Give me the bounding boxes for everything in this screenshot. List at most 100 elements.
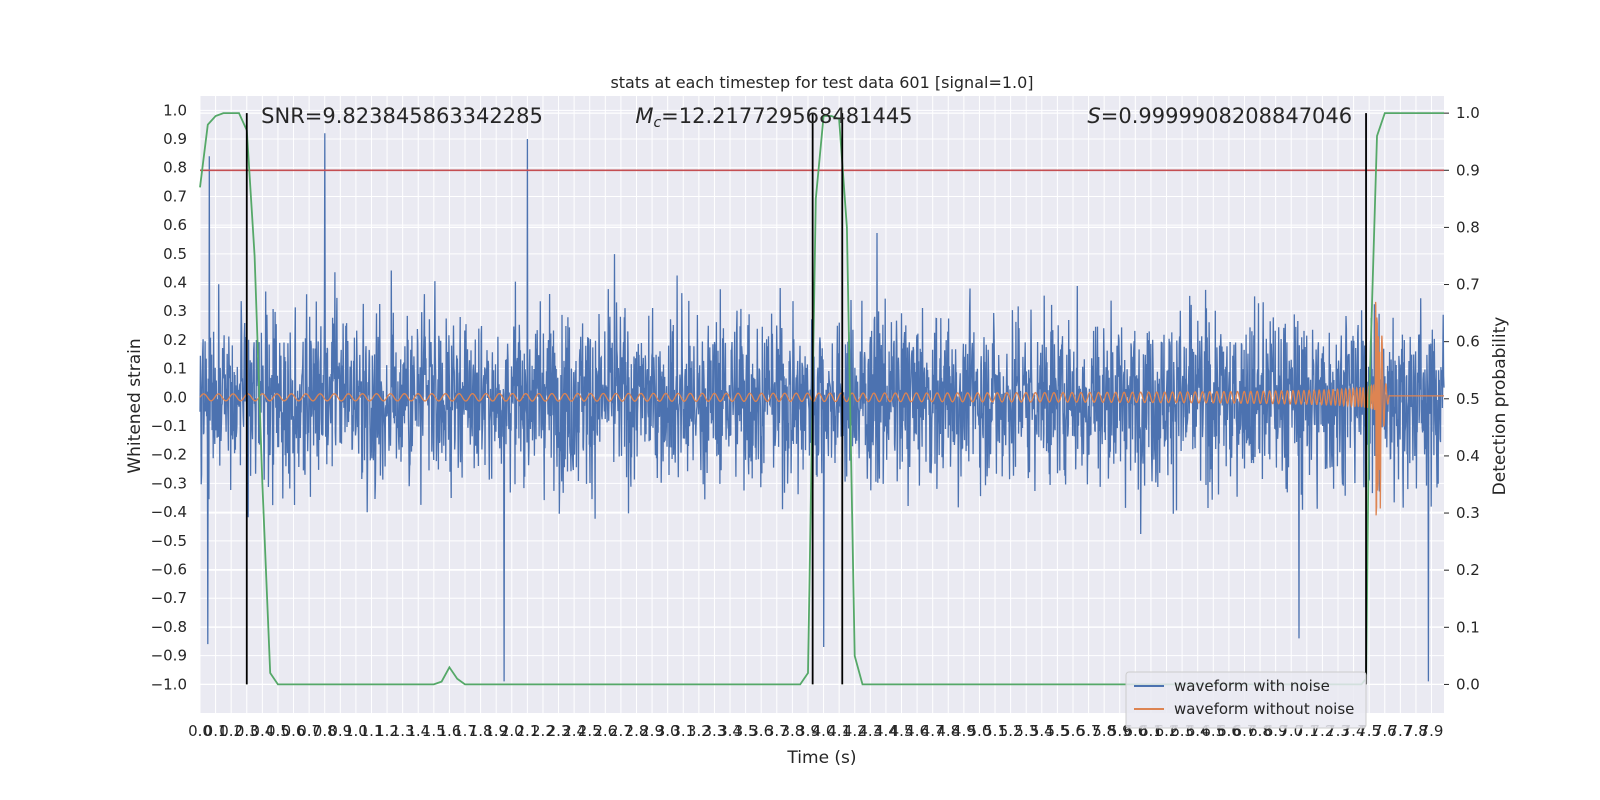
annotation-layer: SNR=9.823845863342285 Mc=12.2177295684814…	[261, 104, 1352, 131]
x-tick-label: 4.6	[905, 722, 929, 740]
x-tick-label: 2.5	[578, 722, 602, 740]
y-tick-label: −0.8	[151, 618, 187, 636]
x-tick-label: 0.9	[328, 722, 352, 740]
x-tick-label: 5.8	[1092, 722, 1116, 740]
x-tick-label: 5.0	[968, 722, 992, 740]
x-tick-label: 3.3	[703, 722, 727, 740]
y-tick-label: 0.1	[163, 360, 187, 378]
x-tick-label: 0.6	[282, 722, 306, 740]
y-tick-label: −0.7	[151, 589, 187, 607]
y2-tick-label: 0.0	[1456, 675, 1480, 693]
x-tick-label: 0.7	[297, 722, 321, 740]
y-tick-label: 0.7	[163, 187, 187, 205]
x-tick-label: 7.9	[1420, 722, 1444, 740]
x-tick-label: 4.3	[858, 722, 882, 740]
x-tick-label: 3.2	[687, 722, 711, 740]
x-tick-label: 1.0	[344, 722, 368, 740]
x-tick-label: 1.2	[375, 722, 399, 740]
x-tick-label: 4.2	[843, 722, 867, 740]
x-tick-label: 3.4	[718, 722, 742, 740]
x-tick-label: 4.8	[936, 722, 960, 740]
y2-tick-label: 0.2	[1456, 561, 1480, 579]
x-tick-label: 1.6	[437, 722, 461, 740]
y-tick-label: 0.3	[163, 302, 187, 320]
x-tick-label: 5.4	[1030, 722, 1054, 740]
x-tick-label: 1.3	[391, 722, 415, 740]
y2-tick-label: 0.6	[1456, 333, 1480, 351]
series-line-waveform-without-noise	[199, 301, 1444, 516]
series-line-waveform-with-noise	[199, 133, 1445, 682]
x-tick-label: 3.7	[765, 722, 789, 740]
y-tick-label: −0.1	[151, 417, 187, 435]
annotation-1: Mc=12.217729568481445	[635, 104, 912, 131]
x-tick-label: 2.8	[625, 722, 649, 740]
tick-layer: 0.00.10.20.30.40.50.60.70.80.91.01.11.21…	[151, 101, 1480, 740]
y-tick-label: −0.2	[151, 446, 187, 464]
y-axis-label: Whitened strain	[125, 338, 145, 473]
x-tick-label: 0.4	[250, 722, 274, 740]
x-tick-label: 3.5	[734, 722, 758, 740]
y-tick-label: 0.4	[163, 274, 187, 292]
x-tick-label: 2.0	[500, 722, 524, 740]
data-layer	[199, 133, 1445, 682]
x-tick-label: 1.4	[406, 722, 430, 740]
y-tick-label: 1.0	[163, 101, 187, 119]
x-tick-label: 7.8	[1404, 722, 1428, 740]
chart-title: stats at each timestep for test data 601…	[610, 73, 1033, 92]
x-tick-label: 3.1	[671, 722, 695, 740]
y-tick-label: −0.4	[151, 503, 187, 521]
y-tick-label: 0.9	[163, 130, 187, 148]
x-tick-label: 1.7	[453, 722, 477, 740]
x-tick-label: 4.7	[921, 722, 945, 740]
y2-tick-label: 0.3	[1456, 504, 1480, 522]
x-tick-label: 3.8	[780, 722, 804, 740]
y-tick-label: −0.3	[151, 474, 187, 492]
legend: waveform with noise waveform without noi…	[1125, 671, 1367, 729]
y-tick-label: −1.0	[151, 675, 187, 693]
y-tick-label: 0.5	[163, 245, 187, 263]
x-tick-label: 1.8	[469, 722, 493, 740]
x-tick-label: 2.7	[609, 722, 633, 740]
y-tick-label: 0.6	[163, 216, 187, 234]
x-tick-label: 3.6	[749, 722, 773, 740]
y2-tick-label: 0.5	[1456, 390, 1480, 408]
x-tick-label: 0.5	[266, 722, 290, 740]
x-tick-label: 4.1	[827, 722, 851, 740]
x-tick-label: 2.6	[593, 722, 617, 740]
x-tick-label: 5.6	[1061, 722, 1085, 740]
y-tick-label: −0.6	[151, 561, 187, 579]
x-tick-label: 3.9	[796, 722, 820, 740]
annotation-0: SNR=9.823845863342285	[261, 104, 543, 128]
x-tick-label: 4.9	[952, 722, 976, 740]
x-tick-label: 2.9	[640, 722, 664, 740]
x-tick-label: 3.0	[656, 722, 680, 740]
y2-tick-label: 0.7	[1456, 276, 1480, 294]
y-tick-label: −0.9	[151, 647, 187, 665]
x-tick-label: 4.0	[812, 722, 836, 740]
y-tick-label: −0.5	[151, 532, 187, 550]
x-tick-label: 2.1	[515, 722, 539, 740]
x-tick-label: 5.3	[1014, 722, 1038, 740]
annotation-2: S=0.9999908208847046	[1087, 104, 1352, 128]
x-tick-label: 5.7	[1077, 722, 1101, 740]
y-tick-label: 0.0	[163, 388, 187, 406]
y2-tick-label: 0.8	[1456, 218, 1480, 236]
x-tick-label: 0.0	[188, 722, 212, 740]
x-tick-label: 7.6	[1373, 722, 1397, 740]
x-tick-label: 0.1	[204, 722, 228, 740]
x-tick-label: 2.4	[562, 722, 586, 740]
x-tick-label: 1.5	[422, 722, 446, 740]
x-tick-label: 0.3	[235, 722, 259, 740]
x-tick-label: 0.2	[219, 722, 243, 740]
x-tick-label: 2.2	[531, 722, 555, 740]
x-tick-label: 5.1	[983, 722, 1007, 740]
x-tick-label: 2.3	[547, 722, 571, 740]
legend-label-noise: waveform with noise	[1174, 677, 1330, 695]
y2-tick-label: 0.1	[1456, 618, 1480, 636]
x-tick-label: 4.5	[890, 722, 914, 740]
x-tick-label: 1.1	[360, 722, 384, 740]
y2-axis-label: Detection probability	[1490, 317, 1510, 496]
y-tick-label: 0.2	[163, 331, 187, 349]
y2-tick-label: 1.0	[1456, 104, 1480, 122]
